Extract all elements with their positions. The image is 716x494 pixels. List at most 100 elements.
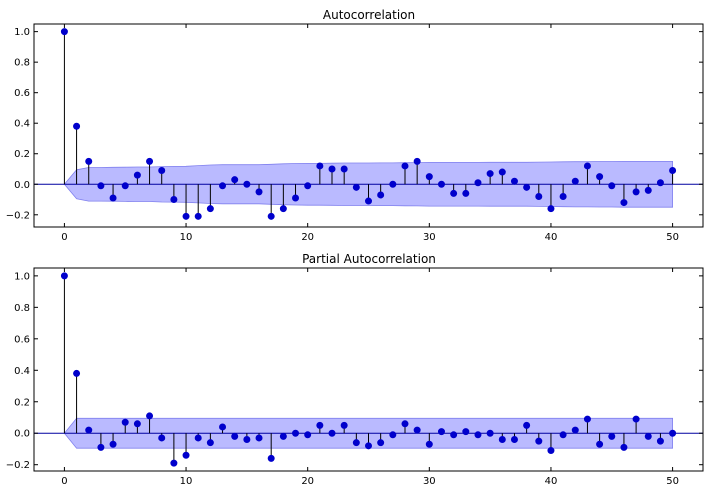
marker-lag-37 — [510, 436, 518, 444]
marker-lag-39 — [535, 192, 543, 200]
marker-lag-46 — [620, 199, 628, 207]
marker-lag-22 — [328, 165, 336, 173]
y-tick-label: 0.4 — [14, 366, 30, 377]
marker-lag-25 — [365, 442, 372, 450]
marker-lag-15 — [243, 180, 251, 188]
marker-lag-7 — [146, 157, 154, 165]
marker-lag-33 — [462, 428, 470, 436]
marker-lag-28 — [401, 162, 409, 170]
marker-lag-7 — [146, 412, 154, 420]
y-tick-label: 1.0 — [14, 27, 30, 38]
marker-lag-24 — [352, 439, 360, 447]
marker-lag-48 — [644, 186, 652, 194]
marker-lag-49 — [656, 437, 664, 445]
y-tick-label: −0.2 — [6, 210, 30, 221]
marker-lag-36 — [498, 168, 506, 176]
marker-lag-17 — [267, 212, 275, 220]
marker-lag-24 — [352, 183, 360, 191]
marker-lag-12 — [206, 439, 214, 447]
y-tick-label: 0.6 — [14, 88, 30, 99]
x-tick-label: 20 — [301, 476, 314, 487]
marker-lag-5 — [121, 418, 129, 426]
marker-lag-10 — [182, 451, 190, 459]
marker-lag-42 — [571, 426, 579, 434]
x-tick-label: 40 — [545, 232, 558, 243]
x-tick-label: 20 — [301, 232, 314, 243]
marker-lag-12 — [206, 205, 214, 213]
y-tick-label: 1.0 — [14, 271, 30, 282]
marker-lag-36 — [498, 436, 506, 444]
acf-markers — [60, 28, 677, 220]
marker-lag-34 — [474, 431, 482, 439]
marker-lag-10 — [182, 212, 190, 220]
marker-lag-44 — [596, 440, 604, 448]
marker-lag-22 — [328, 429, 336, 437]
marker-lag-18 — [279, 205, 287, 213]
y-tick-label: 0.8 — [14, 58, 30, 69]
marker-lag-8 — [158, 434, 166, 442]
marker-lag-13 — [219, 182, 227, 190]
x-tick-label: 30 — [423, 232, 436, 243]
y-tick-label: −0.2 — [6, 460, 30, 471]
marker-lag-2 — [85, 157, 93, 165]
marker-lag-1 — [73, 122, 81, 130]
marker-lag-9 — [170, 196, 178, 204]
marker-lag-21 — [316, 421, 324, 429]
marker-lag-45 — [608, 182, 616, 190]
marker-lag-18 — [279, 432, 287, 440]
x-tick-label: 50 — [666, 476, 679, 487]
marker-lag-11 — [194, 212, 202, 220]
marker-lag-31 — [437, 180, 445, 188]
marker-lag-45 — [608, 432, 616, 440]
partial-autocorrelation-panel: Partial Autocorrelation 0 10 20 30 40 50 −0.2… — [6, 252, 704, 487]
marker-lag-9 — [170, 459, 178, 467]
marker-lag-41 — [559, 192, 567, 200]
y-tick-label: 0.4 — [14, 119, 30, 130]
x-tick-label: 10 — [180, 476, 193, 487]
y-tick-label: 0.2 — [14, 149, 30, 160]
marker-lag-4 — [109, 194, 117, 202]
y-tick-label: 0.0 — [14, 429, 30, 440]
marker-lag-27 — [389, 431, 397, 439]
marker-lag-23 — [340, 421, 348, 429]
marker-lag-25 — [365, 197, 372, 205]
marker-lag-0 — [60, 28, 68, 36]
marker-lag-50 — [669, 167, 677, 175]
marker-lag-43 — [583, 162, 591, 170]
marker-lag-11 — [194, 434, 202, 442]
marker-lag-20 — [304, 431, 312, 439]
chart-title: Partial Autocorrelation — [302, 252, 436, 266]
marker-lag-16 — [255, 434, 263, 442]
marker-lag-42 — [571, 177, 579, 185]
x-axis: 0 10 20 30 40 50 — [61, 268, 679, 487]
marker-lag-32 — [450, 189, 458, 197]
marker-lag-14 — [231, 176, 239, 184]
chart-title: Autocorrelation — [323, 8, 415, 22]
autocorrelation-panel: Autocorrelation 0 10 20 30 40 50 −0.2 0.0 0.2 0.… — [6, 8, 704, 243]
marker-lag-47 — [632, 415, 640, 423]
marker-lag-26 — [377, 439, 385, 447]
marker-lag-49 — [656, 179, 664, 187]
marker-lag-6 — [133, 171, 141, 179]
marker-lag-2 — [85, 426, 93, 434]
marker-lag-0 — [60, 272, 68, 280]
x-tick-label: 40 — [545, 476, 558, 487]
x-tick-label: 50 — [666, 232, 679, 243]
marker-lag-15 — [243, 436, 251, 444]
marker-lag-16 — [255, 188, 263, 196]
marker-lag-30 — [425, 173, 433, 181]
marker-lag-6 — [133, 420, 141, 428]
marker-lag-27 — [389, 180, 397, 188]
marker-lag-19 — [292, 194, 300, 202]
marker-lag-38 — [523, 421, 531, 429]
marker-lag-20 — [304, 182, 312, 190]
marker-lag-32 — [450, 431, 458, 439]
marker-lag-41 — [559, 431, 567, 439]
marker-lag-43 — [583, 415, 591, 423]
marker-lag-33 — [462, 189, 470, 197]
marker-lag-3 — [97, 443, 105, 451]
x-tick-label: 30 — [423, 476, 436, 487]
marker-lag-50 — [669, 429, 677, 437]
marker-lag-39 — [535, 437, 543, 445]
